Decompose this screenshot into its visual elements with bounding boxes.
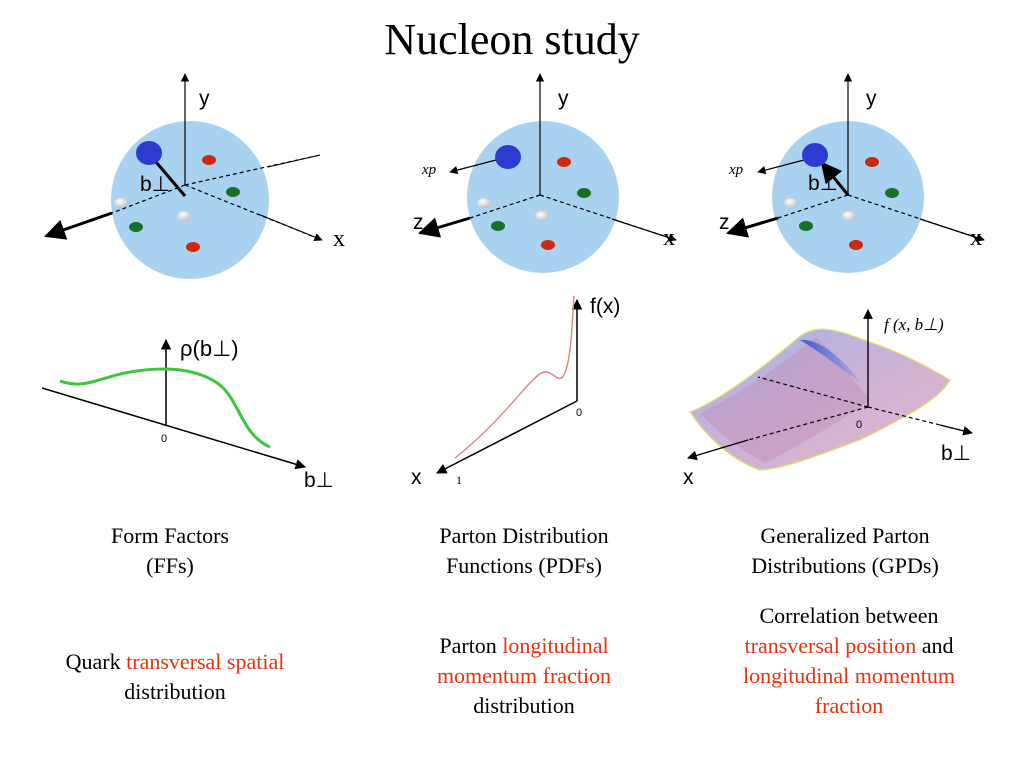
x-label: x [333,226,345,252]
xp-arrow [757,159,805,175]
page-title: Nucleon study [384,15,640,64]
quark-dot [136,141,162,165]
desc-text: distribution [124,679,226,704]
b-axis [41,387,307,470]
desc-text: and [916,633,954,658]
quark-dot [802,143,828,167]
z-axis [725,216,779,238]
gpd-surface-plot: f (x, b⊥) 0 b⊥ x [683,309,973,489]
quark-dot [177,211,191,221]
nucleon-sphere-ff: y x b⊥ [44,73,345,279]
z-axis [417,216,471,238]
pdf-description: Parton longitudinal momentum fraction di… [414,631,634,721]
x-label: x [411,466,422,489]
pdf-curve [454,295,575,459]
z-label: z [413,211,424,234]
caption-line: Distributions (GPDs) [751,553,939,578]
desc-text: distribution [473,693,575,718]
density-curve [59,367,271,449]
origin-label: 0 [856,419,862,431]
desc-highlight: longitudinal momentum fraction [742,663,956,718]
quark-dot [885,188,899,198]
pdf-plot: f(x) 0 1 x [411,295,620,489]
quark-dot [491,221,505,231]
quark-dot [577,188,591,198]
desc-text: Correlation between [759,603,939,628]
quark-dot [865,157,879,167]
desc-highlight: transversal position [744,633,917,658]
quark-dot [535,211,549,221]
caption-line: Parton Distribution [439,523,609,548]
origin-label: 0 [161,433,167,445]
ff-density-plot: ρ(b⊥) 0 b⊥ [41,336,334,492]
quark-dot [557,157,571,167]
xp-label: xp [728,162,744,178]
quark-dot [784,198,798,208]
b-perp-label: b⊥ [140,173,170,196]
one-label: 1 [456,473,462,487]
y-label: y [866,87,877,110]
ff-description: Quark transversal spatial distribution [30,647,320,707]
quark-dot [799,221,813,231]
x-axis [611,218,677,242]
quark-dot [202,155,216,165]
quark-dot [114,198,128,208]
origin-label: 0 [576,407,582,419]
z-label: z [719,211,730,234]
x-label: x [970,225,982,251]
quark-dot [849,240,863,250]
quark-dot [541,240,555,250]
fxb-label: f (x, b⊥) [884,315,944,334]
x-axis [436,400,578,474]
caption-line: Functions (PDFs) [446,553,602,578]
quark-dot [495,145,521,169]
caption-line: (FFs) [146,553,194,578]
nucleon-sphere-gpd: y x z xp b⊥ [719,73,985,273]
x-axis [687,439,749,461]
desc-highlight: longitudinal momentum fraction [436,633,612,688]
nucleon-sphere-pdf: y x z xp [413,73,677,273]
desc-highlight: transversal spatial [126,649,285,674]
quark-dot [477,198,491,208]
gpd-caption: Generalized Parton Distributions (GPDs) [715,521,975,581]
quark-dot [842,211,856,221]
x-label: x [663,225,675,251]
b-perp-label: b⊥ [304,469,334,492]
desc-text: Quark [65,649,127,674]
xp-label: xp [421,162,437,178]
b-axis [939,424,973,436]
b-perp-label: b⊥ [941,442,971,465]
caption-line: Generalized Parton [760,523,930,548]
quark-dot [226,187,240,197]
rho-label: ρ(b⊥) [180,336,239,361]
gpd-surface [689,328,951,471]
x-axis [257,213,323,242]
ff-caption: Form Factors (FFs) [60,521,280,581]
quark-dot [186,242,200,252]
pdf-caption: Parton Distribution Functions (PDFs) [404,521,644,581]
x-axis [919,218,985,242]
desc-text: Parton [439,633,503,658]
fx-label: f(x) [590,295,620,318]
x-label: x [683,466,694,489]
y-label: y [199,87,210,110]
b-perp-label: b⊥ [808,172,838,195]
z-axis [44,211,113,240]
gpd-description: Correlation between transversal position… [715,601,983,721]
quark-dot [129,222,143,232]
xp-arrow [449,159,497,175]
caption-line: Form Factors [111,523,229,548]
y-label: y [558,87,569,110]
x-axis-dashed [184,184,323,241]
